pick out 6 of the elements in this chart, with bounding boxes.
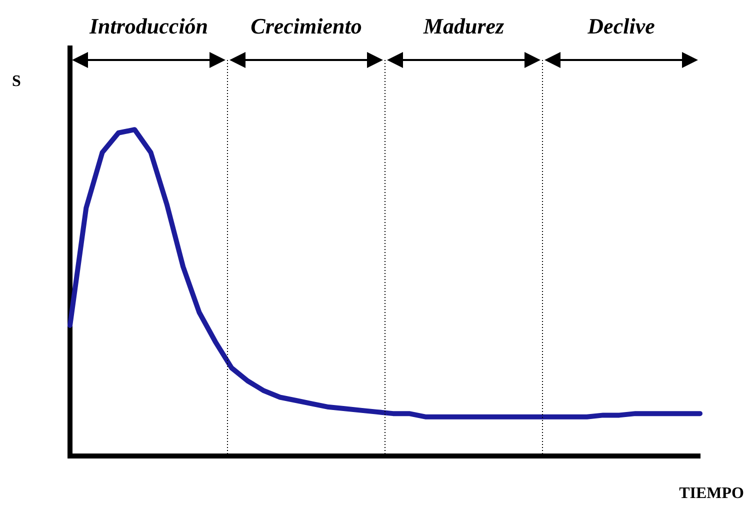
text: Declive [586,14,656,39]
text: Madurez [422,14,505,39]
text: Introducción [88,14,208,39]
x-axis-title: TIEMPO [679,485,744,502]
y-axis-title: S [12,73,21,90]
text: Crecimiento [250,14,362,39]
